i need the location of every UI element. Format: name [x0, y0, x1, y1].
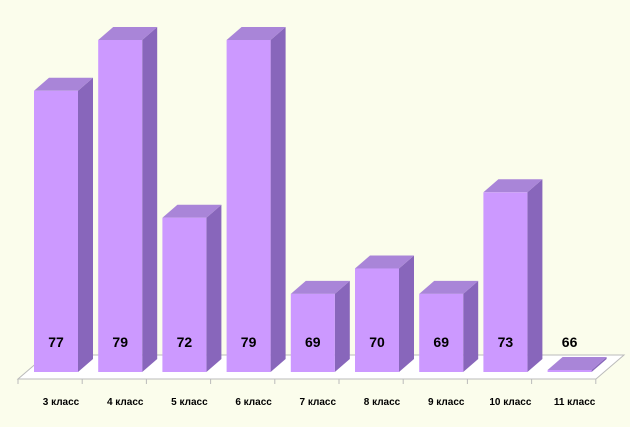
bar-value-label: 69	[433, 334, 449, 350]
bar-front	[98, 40, 143, 372]
bar-top	[483, 179, 543, 193]
bar-side	[399, 255, 414, 372]
bar-front	[226, 40, 271, 372]
bar-top	[547, 357, 607, 370]
bar-side	[591, 357, 607, 372]
bar-value-label: 69	[305, 334, 321, 350]
bar-2: 79	[98, 27, 158, 372]
bar-front	[290, 293, 335, 372]
bar-7: 69	[419, 280, 479, 372]
bar-value-label: 79	[112, 334, 128, 350]
bar-front	[355, 268, 399, 372]
x-tick-label: 6 класс	[235, 397, 272, 408]
x-tick-label: 4 класс	[107, 397, 144, 408]
bar-top	[226, 27, 286, 40]
bar-front	[547, 370, 592, 372]
bar-1: 77	[34, 77, 93, 373]
bar-front	[34, 90, 78, 373]
bar-value-label: 73	[498, 334, 514, 350]
bar-8: 73	[483, 179, 543, 372]
bar-side	[206, 204, 222, 372]
x-tick-label: 8 класс	[364, 397, 401, 408]
bar-3: 72	[162, 204, 222, 372]
bar-value-label: 70	[369, 334, 385, 350]
bar-top	[162, 204, 222, 218]
bar-front	[162, 217, 207, 372]
x-tick-label: 7 класс	[300, 397, 337, 408]
x-tick-label: 5 класс	[171, 397, 208, 408]
bar-side	[270, 27, 286, 372]
x-tick-label: 10 класс	[489, 397, 532, 408]
bar-top	[419, 280, 479, 294]
bar-front	[483, 192, 528, 372]
bar-9: 66	[547, 334, 607, 372]
bar-side	[527, 179, 543, 372]
bar-top	[34, 77, 93, 91]
bar-value-label: 72	[177, 334, 193, 350]
bars-group: 77 79 72 79 69 70 69 73 66	[17, 27, 607, 384]
bar-side	[334, 280, 350, 372]
bar-side	[142, 27, 158, 372]
bar-value-label: 77	[48, 334, 64, 350]
bar-side	[463, 280, 479, 372]
x-tick-label: 9 класс	[428, 397, 465, 408]
x-tick-labels: 3 класс 4 класс 5 класс 6 класс 7 класс 8 кла…	[43, 397, 596, 408]
bar-5: 69	[290, 280, 350, 372]
bar-value-label: 66	[562, 334, 578, 350]
x-tick-label: 3 класс	[43, 397, 80, 408]
bar-top	[355, 255, 414, 269]
bar-value-label: 79	[241, 334, 257, 350]
bar-top	[98, 27, 158, 40]
x-tick-label: 11 класс	[554, 397, 596, 408]
bar-top	[290, 280, 350, 294]
bar-4: 79	[226, 27, 286, 372]
bar-6: 70	[355, 255, 414, 372]
bar-side	[78, 77, 93, 373]
bar-front	[419, 293, 464, 372]
